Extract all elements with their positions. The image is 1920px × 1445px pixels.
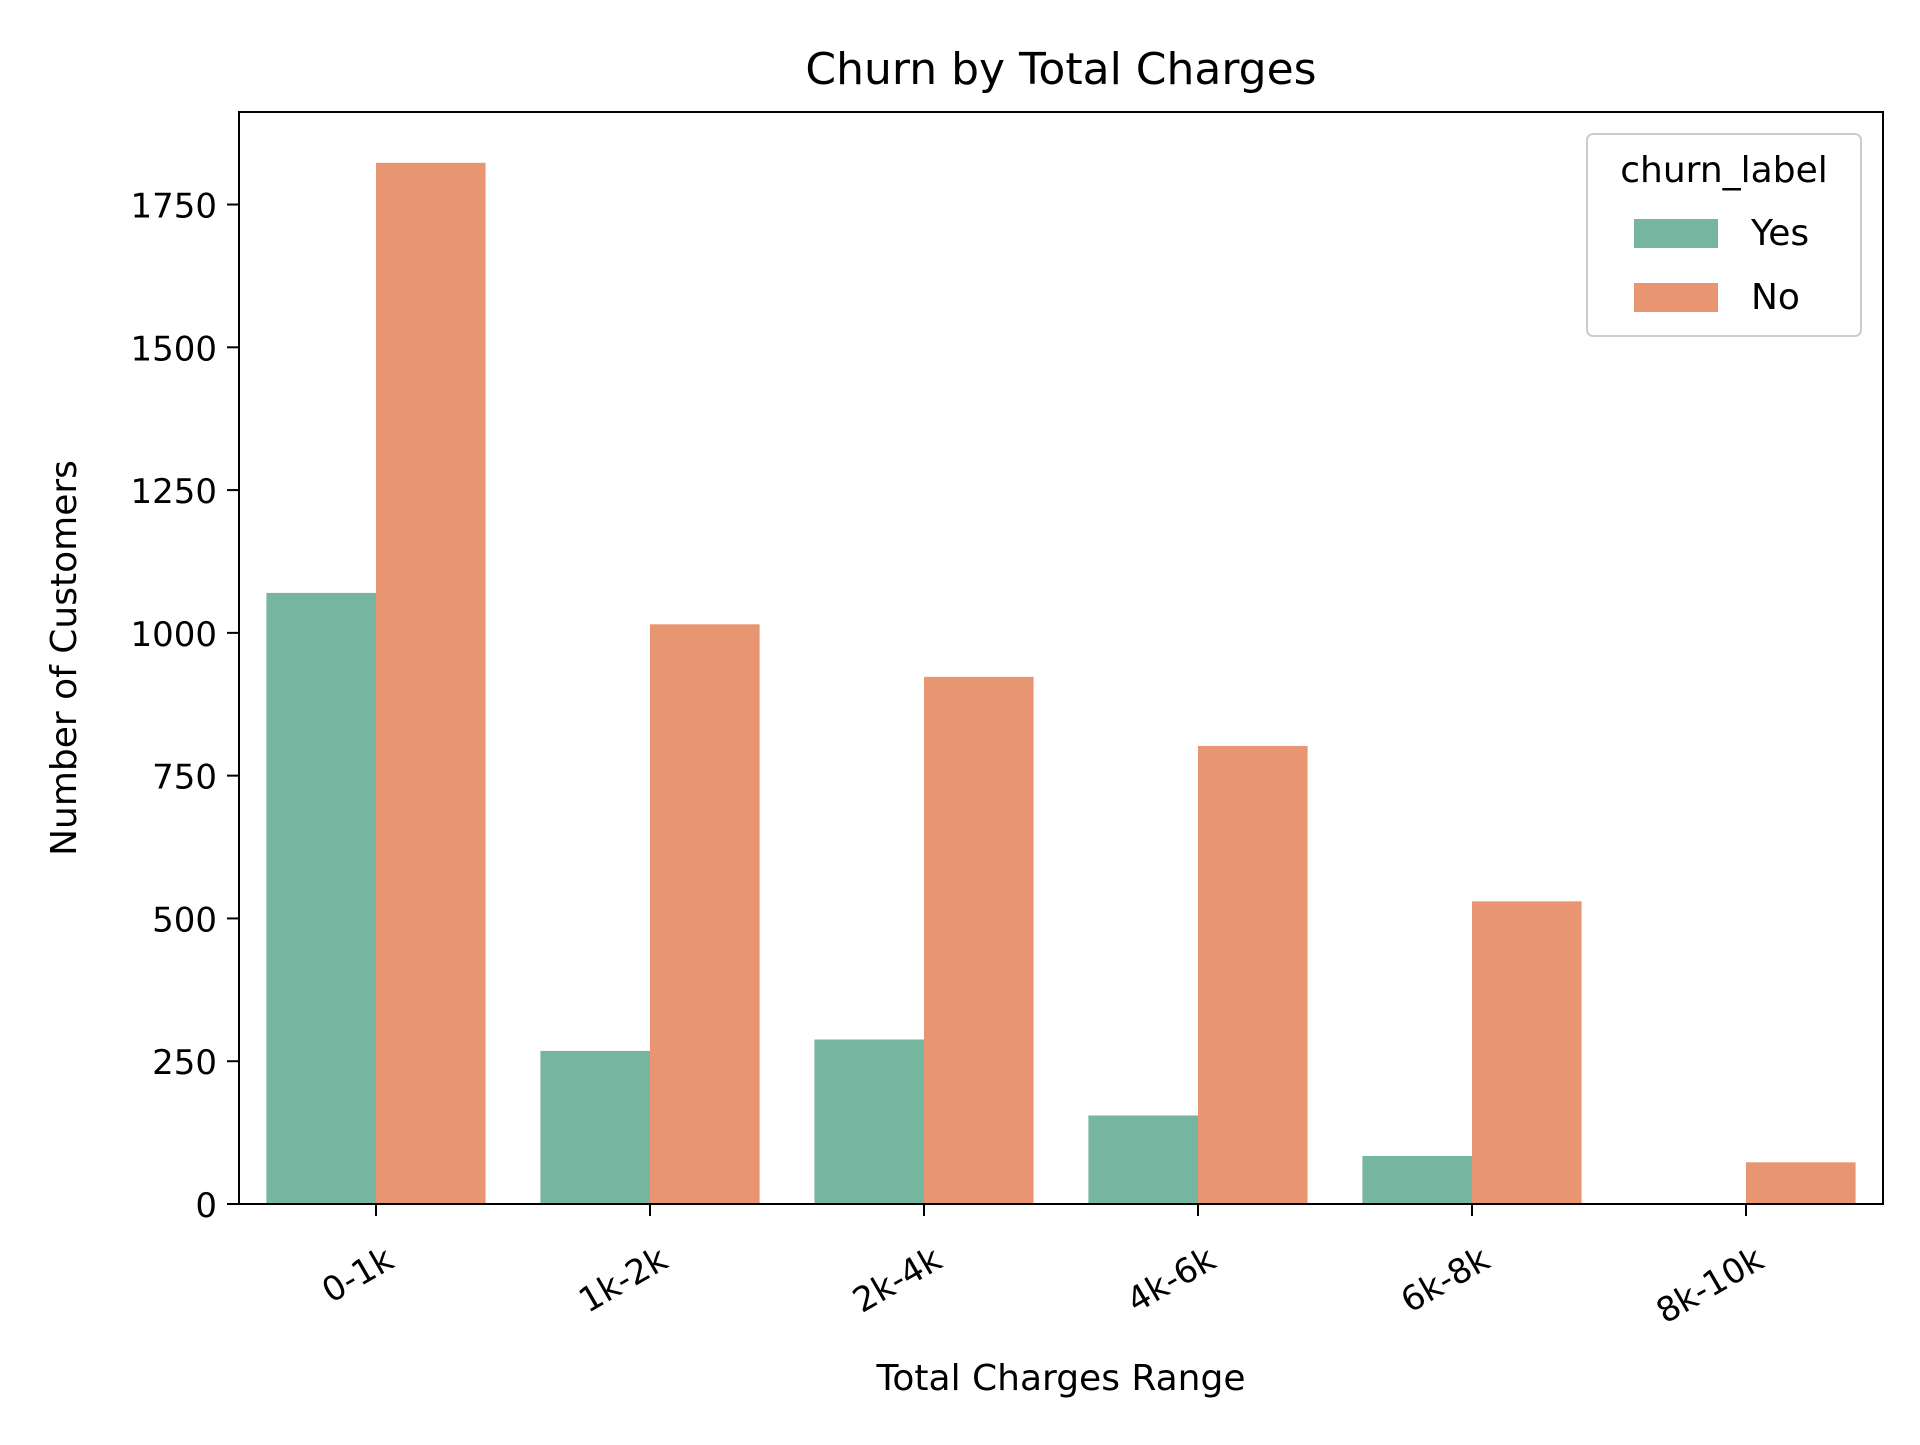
x-tick-label: 1k-2k [572, 1239, 674, 1321]
y-tick-label: 250 [152, 1043, 217, 1083]
legend-label-yes: Yes [1750, 213, 1809, 254]
y-tick-label: 1250 [130, 472, 217, 512]
x-tick-label: 6k-8k [1394, 1239, 1496, 1321]
plot-frame [238, 111, 1884, 1205]
y-tick-label: 0 [195, 1186, 217, 1226]
legend: churn_label Yes No [1586, 133, 1862, 337]
x-axis-label: Total Charges Range [876, 1358, 1246, 1399]
bar-yes-6k-8k [1362, 1156, 1472, 1204]
y-tick-label: 1000 [130, 615, 217, 655]
legend-swatch-no [1634, 283, 1718, 312]
chart-title: Churn by Total Charges [805, 44, 1316, 95]
x-tick-label: 2k-4k [846, 1239, 948, 1321]
x-tick-label: 0-1k [315, 1239, 400, 1311]
y-tick-label: 1750 [130, 187, 217, 227]
y-tick-label: 750 [152, 758, 217, 798]
bar-no-0-1k [376, 162, 486, 1204]
bar-no-2k-4k [924, 676, 1034, 1204]
y-tick-label: 1500 [130, 329, 217, 369]
bar-yes-0-1k [266, 592, 376, 1204]
bars-layer [266, 162, 1856, 1204]
x-tick-label: 4k-6k [1120, 1239, 1222, 1321]
bar-no-1k-2k [650, 624, 760, 1204]
bar-no-8k-10k [1746, 1162, 1856, 1204]
x-tick-label: 8k-10k [1650, 1239, 1771, 1332]
bar-yes-2k-4k [814, 1039, 924, 1204]
y-axis: 0 250 500 750 1000 1250 1500 1750 [130, 187, 239, 1226]
legend-title: churn_label [1620, 150, 1827, 191]
legend-swatch-yes [1634, 219, 1718, 248]
bar-yes-1k-2k [540, 1050, 650, 1204]
y-axis-label: Number of Customers [44, 460, 85, 856]
bar-no-6k-8k [1472, 901, 1582, 1204]
legend-label-no: No [1751, 277, 1800, 318]
x-axis: 0-1k 1k-2k 2k-4k 4k-6k 6k-8k 8k-10k [315, 1204, 1771, 1332]
y-tick-label: 500 [152, 900, 217, 940]
bar-no-4k-6k [1198, 745, 1308, 1204]
bar-yes-4k-6k [1088, 1115, 1198, 1204]
